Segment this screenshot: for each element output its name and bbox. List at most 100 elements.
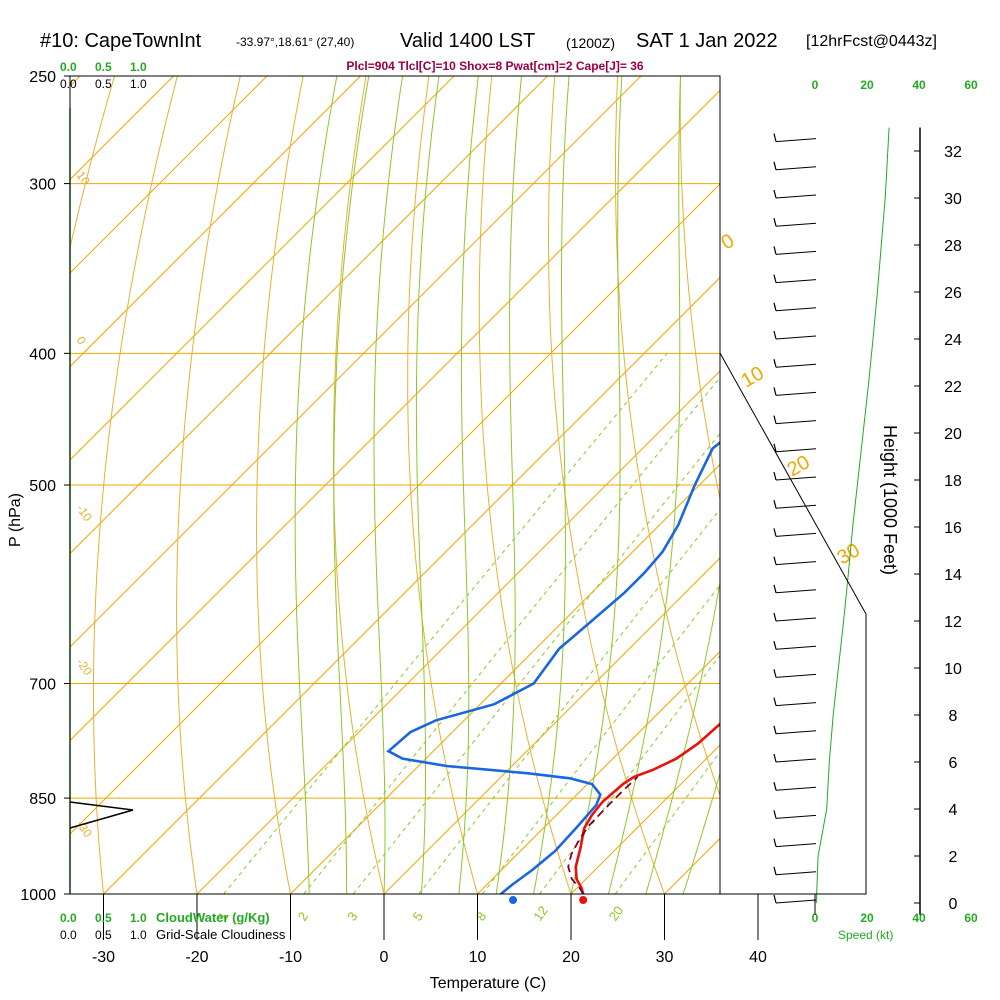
wind-barb-flag: [773, 556, 777, 565]
wind-barb: [775, 673, 817, 678]
series-parcel-line: [567, 776, 639, 894]
wind-barb-flag: [773, 443, 777, 452]
speed-tick-label: 40: [912, 911, 926, 925]
pressure-tick-label: 1000: [20, 887, 56, 904]
wind-barb: [775, 391, 817, 396]
wind-barb-flag: [773, 359, 777, 368]
wind-speed-profile: [815, 127, 890, 904]
mixing-ratio-label: 3: [344, 909, 360, 924]
wind-barb: [775, 476, 817, 481]
mixing-ratio-line: [352, 432, 720, 894]
pressure-tick-label: 850: [29, 791, 56, 808]
temperature-tick-label: 10: [469, 949, 487, 966]
wind-barb: [775, 279, 817, 284]
cloud-bottom-green-label: 1.0: [130, 911, 147, 925]
wind-barb-flag: [773, 330, 777, 340]
height-tick-label: 2: [949, 849, 958, 866]
wind-barb: [775, 758, 817, 763]
isotherm-line: [70, 76, 268, 274]
wind-barb-flag: [773, 133, 777, 142]
speed-top-tick-label: 20: [860, 78, 874, 92]
temperature-tick-label: 0: [380, 949, 389, 966]
dry-adiabat-label: -10: [74, 502, 96, 525]
moist-adiabat-line: [415, 76, 440, 894]
dry-adiabat-line: [995, 76, 1000, 894]
moist-adiabat-line: [373, 76, 404, 894]
moist-adiabat-label: 0: [718, 230, 739, 255]
wind-barb-flag: [773, 866, 777, 875]
height-tick-label: 8: [949, 708, 958, 725]
surface-temperature-point: [579, 896, 588, 904]
moist-adiabat-label: 10: [738, 362, 768, 392]
pressure-tick-label: 300: [29, 177, 56, 194]
wind-barb-flag: [773, 500, 777, 509]
wind-barb: [775, 138, 817, 143]
wind-barb: [775, 363, 817, 368]
cloud-top-scale-label: 1.0: [130, 60, 147, 74]
cloud-top-scale-label: 0.5: [95, 60, 112, 74]
pressure-tick-label: 700: [29, 677, 56, 694]
wind-barb: [775, 504, 817, 509]
wind-barb: [775, 871, 817, 876]
wind-barb: [775, 561, 817, 566]
moist-adiabat-line: [645, 579, 720, 894]
isotherm-line: [70, 76, 361, 368]
isotherm-line: [196, 370, 720, 894]
dry-adiabat-label: -20: [74, 656, 96, 679]
cloud-top-scale-black-label: 0.0: [60, 77, 77, 91]
station-coords: -33.97°,18.61° (27,40): [236, 35, 355, 49]
y-axis-label: P (hPa): [7, 493, 24, 547]
height-tick-label: 16: [944, 520, 962, 537]
moist-adiabat-label: 20: [784, 451, 814, 481]
mixing-ratio-line: [303, 376, 720, 894]
speed-tick-label: 20: [860, 911, 874, 925]
wind-barb: [775, 730, 817, 735]
wind-barb: [775, 899, 817, 904]
wind-barb: [775, 617, 817, 622]
cloud-bottom-black-label: 1.0: [130, 928, 147, 942]
isotherm-line: [70, 183, 720, 835]
mixing-ratio-line: [614, 751, 720, 894]
valid-time: Valid 1400 LST: [400, 30, 536, 52]
height-tick-label: 32: [944, 144, 962, 161]
mixing-ratio-line: [481, 584, 720, 894]
wind-barb: [775, 702, 817, 707]
x-axis-label: Temperature (C): [430, 975, 546, 992]
height-tick-label: 0: [949, 896, 958, 913]
dry-adiabat-line: [176, 76, 241, 894]
temperature-tick-label: 40: [749, 949, 767, 966]
mixing-ratio-label: 20: [606, 903, 627, 923]
wind-profile: [773, 133, 817, 904]
wind-barb: [775, 420, 817, 425]
height-tick-label: 18: [944, 473, 962, 490]
height-tick-label: 28: [944, 238, 962, 255]
wind-barb-flag: [773, 753, 777, 763]
dry-adiabat-line: [93, 76, 178, 894]
wind-barb-flag: [773, 725, 777, 734]
wind-barb-flag: [773, 189, 777, 199]
mixing-ratio-line: [223, 352, 668, 894]
cloud-bottom-green-label: 0.0: [60, 911, 77, 925]
wind-barb-flag: [773, 810, 777, 819]
wind-barb-flag: [773, 302, 777, 311]
wind-barb-flag: [773, 782, 777, 791]
wind-barb: [775, 335, 817, 340]
mixing-ratio-label: 8: [473, 909, 489, 924]
height-tick-label: 24: [944, 332, 962, 349]
speed-tick-label: 0: [812, 911, 819, 925]
wind-barb-flag: [773, 641, 777, 650]
wind-barb: [775, 645, 817, 650]
speed-top-tick-label: 40: [912, 78, 926, 92]
wind-panel-boundary: [719, 352, 867, 895]
stability-indices: Plcl=904 Tlcl[C]=10 Shox=8 Pwat[cm]=2 Ca…: [346, 59, 643, 73]
wind-barb-flag: [773, 697, 777, 706]
dry-adiabat-line: [333, 76, 385, 894]
wind-barb-flag: [773, 669, 777, 678]
height-tick-label: 20: [944, 426, 962, 443]
cloudiness-profile: [69, 801, 134, 829]
mixing-ratio-label: 5: [410, 909, 426, 924]
pressure-tick-label: 250: [29, 69, 56, 86]
height-tick-label: 22: [944, 379, 962, 396]
wind-barb-flag: [773, 387, 777, 396]
